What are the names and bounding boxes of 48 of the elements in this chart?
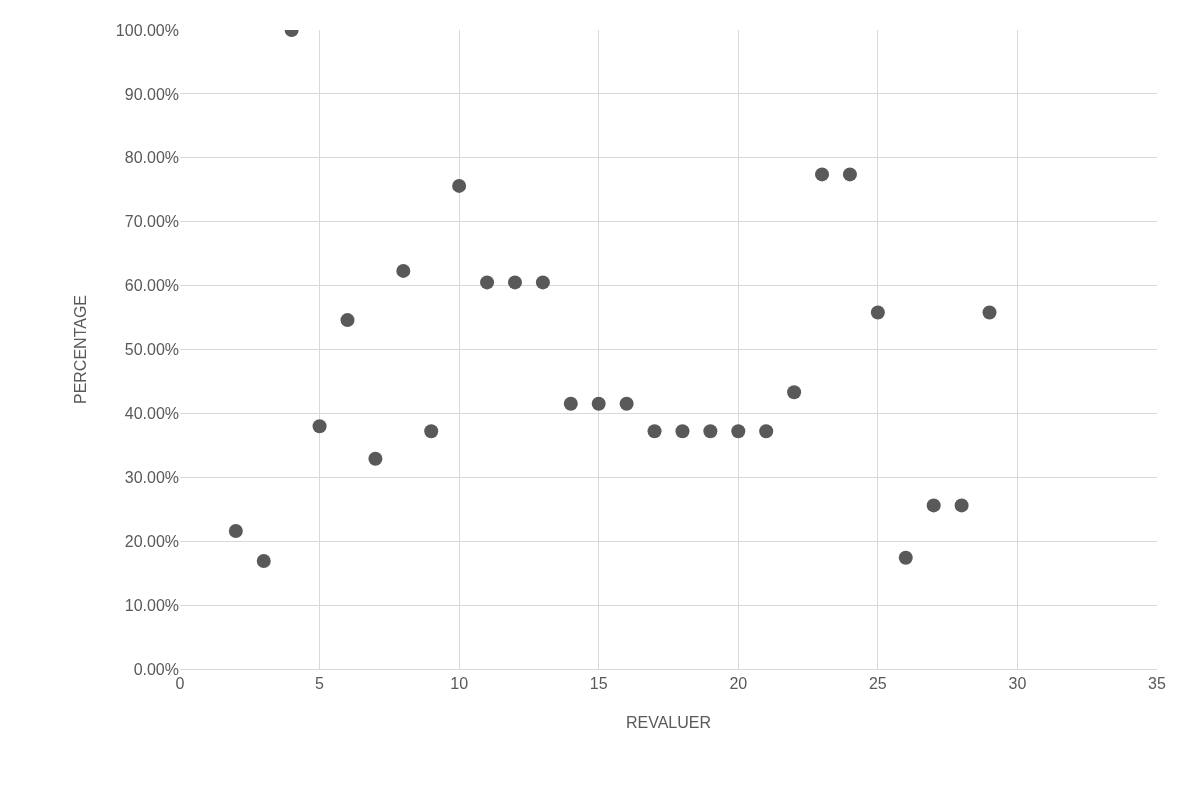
point <box>815 167 830 182</box>
x-tick-label: 30 <box>1008 675 1027 693</box>
y-tick-label: 20.00% <box>124 532 179 550</box>
y-tick-label: 0.00% <box>133 660 179 678</box>
y-tick-label: 10.00% <box>124 596 179 614</box>
x-tick-label: 20 <box>729 675 748 693</box>
x-tick-label: 0 <box>175 675 185 693</box>
point <box>926 498 941 513</box>
point <box>982 305 997 320</box>
point <box>535 275 550 290</box>
point <box>424 424 439 439</box>
point <box>731 424 746 439</box>
y-tick-label: 70.00% <box>124 213 179 231</box>
y-tick-label: 90.00% <box>124 85 179 103</box>
point <box>368 451 383 466</box>
point <box>256 554 271 568</box>
point <box>312 419 327 434</box>
point <box>452 178 467 193</box>
point <box>759 424 774 439</box>
point <box>675 424 690 439</box>
x-tick-label: 35 <box>1148 675 1166 693</box>
point <box>340 313 355 328</box>
y-tick-label: 60.00% <box>124 277 179 295</box>
point <box>842 167 857 182</box>
point <box>507 275 522 290</box>
y-tick-label: 80.00% <box>124 149 179 167</box>
y-tick-label: 50.00% <box>124 341 179 359</box>
y-axis-title: PERCENTAGE <box>71 294 89 405</box>
y-tick-label: 100.00% <box>115 21 179 39</box>
point <box>591 396 606 411</box>
point <box>396 263 411 278</box>
y-tick-label: 30.00% <box>124 468 179 486</box>
point <box>647 424 662 439</box>
point <box>870 305 885 320</box>
point <box>898 550 913 565</box>
point <box>619 396 634 411</box>
point <box>787 385 802 400</box>
x-tick-label: 25 <box>868 675 887 693</box>
y-tick-label: 40.00% <box>124 405 179 422</box>
x-tick-label: 15 <box>589 675 608 693</box>
x-tick-label: 5 <box>315 675 325 693</box>
x-axis-title: REVALUER <box>625 713 712 731</box>
x-tick-label: 10 <box>450 675 469 693</box>
point <box>228 523 243 538</box>
point <box>480 275 495 290</box>
point <box>563 396 578 411</box>
point <box>954 498 969 513</box>
point <box>703 424 718 439</box>
